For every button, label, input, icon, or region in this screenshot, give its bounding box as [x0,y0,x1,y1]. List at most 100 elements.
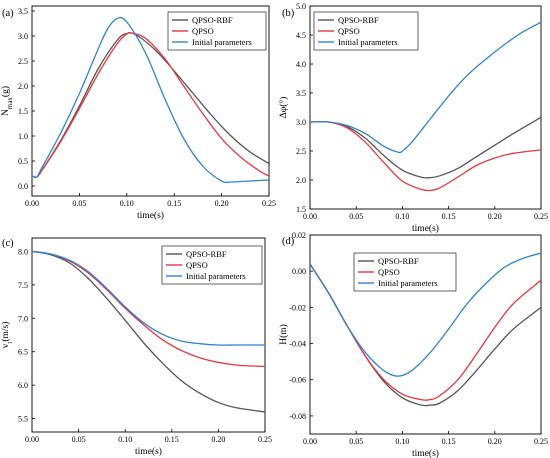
legend-label: QPSO [192,26,214,36]
series-line-qpso-rbf [310,116,541,179]
panel-label: (d) [282,236,295,247]
series-line-qpso [310,120,541,192]
y-axis-label: vt(m/s) [0,322,14,349]
series-line-initial-parameters [32,16,269,184]
y-tick-label: 8.0 [18,247,28,256]
y-tick-label: 7.0 [18,314,28,323]
y-tick-label: 5.5 [18,415,28,424]
x-tick-label: 0.10 [120,199,134,208]
x-tick-label: 0.10 [118,435,132,444]
y-axis-label: Nmax(g) [0,86,14,116]
x-tick-label: 0.20 [211,435,225,444]
legend-label: QPSO [378,267,400,277]
y-tick-label: 0.00 [292,267,306,276]
chart-panel-a: 0.00 0.05 0.10 0.15 0.20 0.25 0.0 0.5 1.0 1.5 2.0 2… [0,5,276,221]
panel-label: (a) [2,8,14,19]
y-tick-label: 1.5 [18,107,28,116]
y-tick-label: 2.5 [18,57,28,66]
chart-panel-b: 0.00 0.05 0.10 0.15 0.20 0.25 1.5 2.0 2.5 3.0 3.5 4… [278,2,548,234]
y-tick-label: 2.0 [18,82,28,91]
legend-label: QPSO [186,260,208,270]
y-tick-label: 3.5 [296,89,306,98]
series-group [310,252,541,407]
x-tick-label: 0.10 [395,212,409,221]
series-line-initial-parameters [310,252,541,377]
series-line-initial-parameters [32,250,265,346]
panel-label: (c) [2,238,14,249]
x-tick-label: 0.25 [534,212,548,221]
x-tick-label: 0.05 [72,199,86,208]
series-line-initial-parameters [310,21,541,154]
y-tick-label: 2.5 [296,147,306,156]
chart-panel-d: 0.00 0.05 0.10 0.15 0.20 0.25 -0.08 -0.06 -0.04 -… [278,231,548,458]
y-tick-label: 0.0 [18,182,28,191]
x-tick-label: 0.00 [303,212,317,221]
legend-label: QPSO-RBF [192,15,233,25]
x-tick-label: 0.25 [534,437,548,446]
x-tick-label: 0.15 [167,199,181,208]
y-tick-label: 3.5 [18,7,28,16]
x-tick-label: 0.15 [442,212,456,221]
x-tick-label: 0.15 [442,437,456,446]
legend-label: QPSO-RBF [378,256,419,266]
y-tick-label: 6.5 [18,348,28,357]
y-tick-label: 1.0 [18,132,28,141]
legend-label: QPSO-RBF [186,249,227,259]
x-tick-label: 0.20 [488,437,502,446]
x-tick-label: 0.25 [262,199,276,208]
x-axis-label: time(s) [412,223,439,234]
y-tick-label: 0.5 [18,157,28,166]
legend-label: Initial parameters [192,37,252,47]
legend-label: QPSO [338,26,360,36]
x-tick-label: 0.00 [25,199,39,208]
y-tick-label: 5.0 [296,2,306,11]
x-tick-label: 0.10 [395,437,409,446]
y-tick-label: -0.02 [289,303,306,312]
y-tick-label: 3.0 [296,118,306,127]
y-tick-label: -0.06 [289,376,306,385]
series-line-qpso [32,31,269,178]
legend-label: Initial parameters [378,278,438,288]
panel-label: (b) [282,8,295,19]
y-tick-label: 2.0 [296,176,306,185]
y-tick-label: 0.02 [292,231,306,240]
x-tick-label: 0.05 [72,435,86,444]
plot-frame [31,5,270,197]
chart-panel-c: 0.00 0.05 0.10 0.15 0.20 0.25 5.5 6.0 6.5 7.0 7.5 8… [0,237,272,457]
y-axis-label: H(m) [278,324,289,345]
series-line-qpso-rbf [32,250,265,413]
legend-label: Initial parameters [186,271,246,281]
legend-label: QPSO-RBF [338,15,379,25]
x-tick-label: 0.00 [303,437,317,446]
series-group [32,16,269,184]
y-tick-label: 7.5 [18,281,28,290]
y-tick-label: 4.5 [296,31,306,40]
y-tick-label: 3.0 [18,32,28,41]
x-tick-label: 0.05 [349,212,363,221]
x-tick-label: 0.15 [165,435,179,444]
x-tick-label: 0.05 [349,437,363,446]
x-tick-label: 0.20 [488,212,502,221]
x-axis-label: time(s) [412,448,439,458]
series-line-qpso-rbf [32,32,269,178]
series-group [32,250,265,413]
x-axis-label: time(s) [137,210,164,221]
series-group [310,21,541,192]
y-axis-label: Δφ(°) [278,97,289,119]
y-tick-label: -0.04 [289,340,306,349]
plot-frame [309,5,542,210]
y-tick-label: 6.0 [18,381,28,390]
plot-frame [309,234,542,435]
y-tick-label: -0.08 [289,412,306,421]
x-tick-label: 0.20 [215,199,229,208]
legend-label: Initial parameters [338,37,398,47]
x-tick-label: 0.25 [258,435,272,444]
y-tick-label: 4.0 [296,60,306,69]
y-tick-label: 1.5 [296,205,306,214]
x-tick-label: 0.00 [25,435,39,444]
